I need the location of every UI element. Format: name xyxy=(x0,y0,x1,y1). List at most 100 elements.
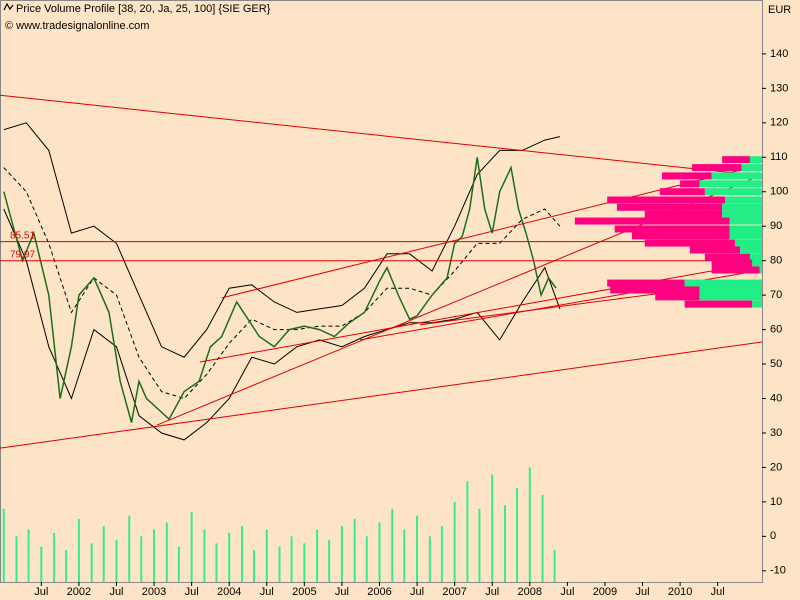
x-tick-label: 2006 xyxy=(367,586,391,598)
profile-down xyxy=(711,259,753,267)
profile-up xyxy=(729,232,762,240)
y-tick-label: 70 xyxy=(770,289,782,301)
volume-bar xyxy=(228,532,231,582)
profile-down xyxy=(644,210,723,218)
profile-down xyxy=(711,266,760,274)
volume-bar xyxy=(340,526,343,582)
profile-up xyxy=(684,279,762,287)
volume-bar xyxy=(278,546,281,582)
volume-bar xyxy=(365,536,368,582)
x-tick-label: Jul xyxy=(560,586,574,598)
volume-bar xyxy=(290,536,293,582)
volume-bar xyxy=(53,532,56,582)
volume-bar xyxy=(140,536,143,582)
x-tick-label: 2004 xyxy=(217,586,241,598)
x-tick-label: 2008 xyxy=(518,586,542,598)
profile-down xyxy=(692,164,742,172)
volume-bar xyxy=(15,536,18,582)
y-tick-label: 30 xyxy=(770,427,782,439)
volume-bar xyxy=(128,515,131,582)
volume-bar xyxy=(2,508,5,582)
volume-bar xyxy=(553,550,556,582)
profile-down xyxy=(574,217,730,225)
volume-bar xyxy=(240,526,243,582)
volume-bar xyxy=(215,543,218,582)
chart-title: Price Volume Profile [38, 20, Ja, 25, 10… xyxy=(16,3,271,15)
x-tick-label: Jul xyxy=(635,586,649,598)
profile-up xyxy=(740,246,762,254)
y-tick-label: 100 xyxy=(770,186,788,198)
profile-up xyxy=(699,286,762,294)
y-tick-label: 80 xyxy=(770,255,782,267)
price-line xyxy=(3,157,557,423)
volume-bar xyxy=(203,529,206,582)
profile-up xyxy=(711,172,762,180)
trendline xyxy=(0,94,763,177)
volume-bar xyxy=(378,522,381,582)
profile-down xyxy=(704,253,750,261)
trendline xyxy=(199,261,763,363)
profile-down xyxy=(655,293,700,301)
volume-bar xyxy=(466,481,469,582)
volume-bar xyxy=(541,494,544,582)
plot-frame xyxy=(0,0,763,583)
y-tick-label: 140 xyxy=(770,48,788,60)
y-tick-label: 20 xyxy=(770,461,782,473)
profile-up xyxy=(741,164,762,172)
x-tick-label: Jul xyxy=(34,586,48,598)
x-tick-label: Jul xyxy=(711,586,725,598)
profile-up xyxy=(699,180,762,188)
x-tick-label: Jul xyxy=(485,586,499,598)
volume-bar xyxy=(90,543,93,582)
profile-up xyxy=(722,210,762,218)
volume-bar xyxy=(328,539,331,582)
profile-down xyxy=(659,188,705,196)
x-tick-label: Jul xyxy=(185,586,199,598)
profile-down xyxy=(610,286,700,294)
volume-bar xyxy=(428,536,431,582)
volume-bar xyxy=(102,526,105,582)
profile-up xyxy=(749,253,762,261)
volume-bar xyxy=(303,543,306,582)
profile-down xyxy=(684,300,753,308)
volume-bar xyxy=(153,529,156,582)
profile-down xyxy=(722,156,750,164)
profile-down xyxy=(607,279,685,287)
trendline xyxy=(0,341,763,449)
volume-bar xyxy=(353,519,356,582)
y-tick-label: 10 xyxy=(770,496,782,508)
y-tick-label: 90 xyxy=(770,220,782,232)
x-tick-label: Jul xyxy=(410,586,424,598)
x-tick-label: 2002 xyxy=(67,586,91,598)
horizontal-line-label: 79.97 xyxy=(10,249,35,260)
volume-bar xyxy=(416,515,419,582)
y-tick-label: -10 xyxy=(770,565,786,577)
profile-down xyxy=(607,196,726,204)
volume-bar xyxy=(453,501,456,582)
horizontal-line-label: 85.51 xyxy=(10,230,35,241)
x-tick-label: Jul xyxy=(260,586,274,598)
x-tick-label: 2003 xyxy=(142,586,166,598)
x-tick-label: 2005 xyxy=(292,586,316,598)
volume-bar xyxy=(503,505,506,582)
profile-down xyxy=(644,239,735,247)
volume-bar xyxy=(40,546,43,582)
profile-up xyxy=(722,203,762,211)
volume-bar xyxy=(265,529,268,582)
profile-up xyxy=(749,156,762,164)
profile-down xyxy=(614,225,730,233)
profile-down xyxy=(616,203,723,211)
y-tick-label: 50 xyxy=(770,358,782,370)
indicator-icon xyxy=(3,2,14,11)
profile-down xyxy=(680,180,700,188)
profile-up xyxy=(729,225,762,233)
x-tick-label: 2009 xyxy=(593,586,617,598)
x-tick-label: Jul xyxy=(109,586,123,598)
y-tick-label: 0 xyxy=(770,530,776,542)
volume-bar xyxy=(491,474,494,582)
volume-bar xyxy=(77,519,80,582)
volume-bar xyxy=(391,508,394,582)
profile-up xyxy=(734,239,762,247)
volume-bar xyxy=(65,550,68,582)
